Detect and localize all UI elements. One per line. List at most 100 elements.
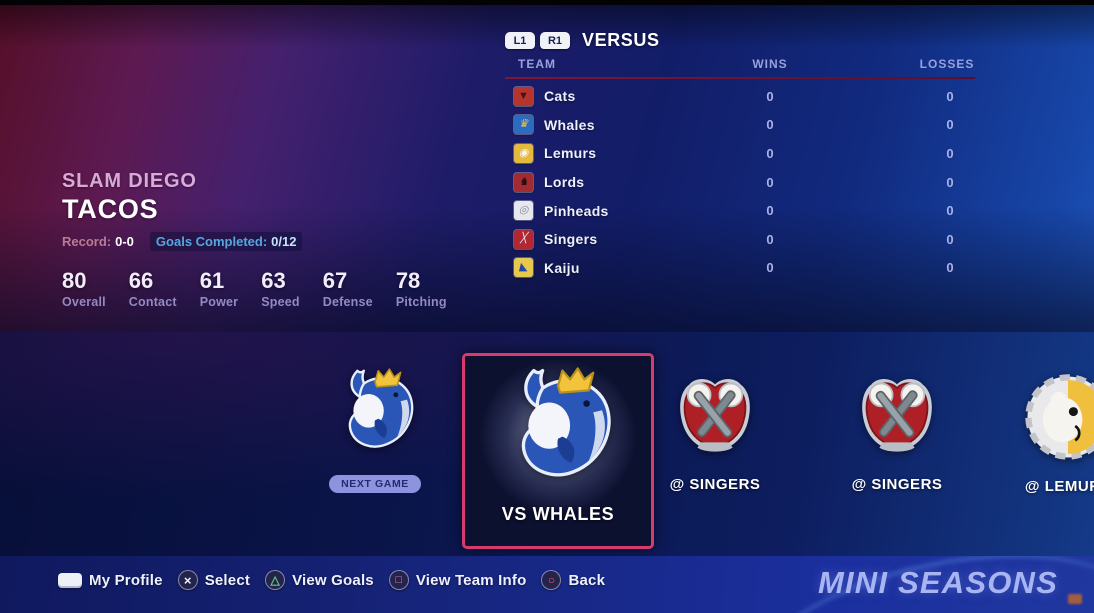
hint-my-profile[interactable]: My Profile	[58, 572, 163, 589]
team-losses: 0	[946, 117, 954, 133]
schedule-item-next-game[interactable]: NEXT GAME	[315, 366, 435, 493]
stat-value: 63	[261, 268, 286, 293]
stat-value: 80	[62, 268, 87, 293]
kaiju-logo-icon: ◣	[514, 258, 533, 278]
table-column-headers: TEAM WINS LOSSES	[505, 57, 975, 73]
goals-label: Goals Completed:	[155, 234, 268, 249]
stat-label: Contact	[128, 295, 177, 309]
hint-back[interactable]: ○ Back	[541, 570, 605, 590]
team-wins: 0	[766, 174, 774, 190]
team-wins: 0	[766, 231, 774, 247]
team-wins: 0	[766, 117, 774, 133]
column-header-losses: LOSSES	[919, 57, 975, 71]
schedule-item-away-singers-1[interactable]: @ SINGERS	[655, 372, 775, 493]
team-wins: 0	[766, 260, 774, 276]
stat-value: 78	[395, 268, 421, 293]
stat-label: Defense	[322, 295, 373, 309]
stat-power: 61 Power	[200, 268, 239, 309]
table-row[interactable]: ◉ Lemurs 0 0	[505, 139, 975, 168]
table-row[interactable]: ▼ Cats 0 0	[505, 82, 975, 111]
table-row[interactable]: ♛ Whales 0 0	[505, 111, 975, 140]
stat-label: Pitching	[395, 295, 447, 309]
l1-button-icon[interactable]: L1	[505, 32, 535, 49]
goals-completed: Goals Completed: 0/12	[149, 232, 303, 251]
schedule-item-label: @ SINGERS	[669, 476, 761, 493]
stat-value: 61	[199, 268, 225, 293]
lemurs-logo-icon: ◉	[514, 143, 533, 163]
touchpad-icon	[58, 572, 82, 588]
team-stats: 80 Overall 66 Contact 61 Power 63 Speed …	[62, 268, 470, 309]
table-row[interactable]: ╳ Singers 0 0	[505, 225, 975, 254]
triangle-button-icon: △	[265, 570, 286, 590]
schedule-item-away-lemurs[interactable]: @ LEMURS	[1008, 372, 1094, 495]
table-row[interactable]: ◎ Pinheads 0 0	[505, 196, 975, 225]
team-wins: 0	[766, 145, 774, 161]
team-name: Singers	[544, 231, 598, 248]
team-losses: 0	[946, 145, 954, 161]
background-gradient-top	[0, 0, 1094, 342]
r1-button-icon[interactable]: R1	[540, 32, 570, 49]
team-name: Cats	[544, 88, 576, 105]
team-losses: 0	[946, 174, 954, 190]
table-divider	[505, 77, 975, 79]
team-name: Kaiju	[544, 259, 580, 276]
whales-logo-icon	[492, 364, 624, 496]
pinheads-logo-icon: ◎	[514, 201, 533, 221]
column-header-team: TEAM	[518, 57, 556, 71]
lemurs-logo-icon	[1023, 372, 1094, 462]
schedule-item-label: @ LEMURS	[1024, 478, 1094, 495]
team-city: SLAM DIEGO	[62, 170, 197, 192]
schedule-item-selected[interactable]: VS WHALES	[462, 353, 654, 549]
mode-title: MINI SEASONS	[817, 565, 1058, 600]
stat-pitching: 78 Pitching	[396, 268, 447, 309]
schedule-item-label: @ SINGERS	[851, 476, 943, 493]
versus-header: L1 R1 VERSUS	[505, 30, 660, 51]
goals-value: 0/12	[271, 234, 297, 249]
hint-select[interactable]: × Select	[177, 570, 250, 590]
stat-value: 66	[128, 268, 154, 293]
team-losses: 0	[946, 88, 954, 104]
stat-label: Speed	[261, 295, 300, 309]
cross-button-icon: ×	[177, 570, 198, 590]
team-losses: 0	[946, 203, 954, 219]
table-row[interactable]: ◣ Kaiju 0 0	[505, 254, 975, 283]
stat-defense: 67 Defense	[323, 268, 373, 309]
stat-speed: 63 Speed	[261, 268, 300, 309]
square-button-icon: □	[388, 570, 409, 590]
footer-bar: My Profile × Select △ View Goals □ View …	[0, 556, 1094, 613]
corner-logo-icon	[1068, 594, 1082, 604]
stat-value: 67	[322, 268, 348, 293]
stat-overall: 80 Overall	[62, 268, 106, 309]
standings-table: ▼ Cats 0 0 ♛ Whales 0 0 ◉ Lemurs 0 0 ♞ L…	[505, 82, 975, 282]
schedule-item-away-singers-2[interactable]: @ SINGERS	[837, 372, 957, 493]
whales-logo-icon: ♛	[514, 115, 533, 135]
stat-label: Overall	[62, 295, 106, 309]
schedule-item-label: VS WHALES	[501, 504, 615, 524]
team-name: Whales	[544, 116, 595, 133]
whales-logo-icon	[327, 366, 423, 462]
record-value: 0-0	[115, 234, 134, 249]
team-name: Lemurs	[544, 145, 597, 162]
team-panel: SLAM DIEGO TACOS Record: 0-0 Goals Comple…	[62, 170, 470, 309]
circle-button-icon: ○	[541, 570, 562, 590]
team-losses: 0	[946, 231, 954, 247]
cats-logo-icon: ▼	[514, 86, 533, 106]
team-name: Lords	[544, 174, 585, 191]
hint-view-goals[interactable]: △ View Goals	[265, 570, 374, 590]
stat-label: Power	[199, 295, 239, 309]
record-label: Record:	[62, 234, 112, 249]
team-wins: 0	[766, 203, 774, 219]
team-name-title: TACOS	[62, 194, 159, 224]
hint-view-team-info[interactable]: □ View Team Info	[388, 570, 527, 590]
table-row[interactable]: ♞ Lords 0 0	[505, 168, 975, 197]
letterbox-strip	[0, 0, 1094, 5]
column-header-wins: WINS	[752, 57, 788, 71]
team-wins: 0	[766, 88, 774, 104]
singers-logo-icon	[671, 372, 759, 460]
team-losses: 0	[946, 260, 954, 276]
record: Record: 0-0	[62, 234, 134, 249]
controller-hints: My Profile × Select △ View Goals □ View …	[58, 570, 605, 590]
stat-contact: 66 Contact	[129, 268, 177, 309]
next-game-badge: NEXT GAME	[329, 475, 421, 493]
